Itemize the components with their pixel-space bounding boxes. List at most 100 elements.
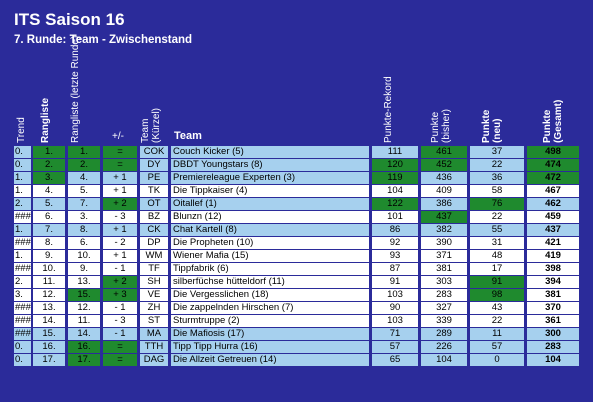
cell-bisher: 386 bbox=[421, 198, 467, 210]
cell-prev: 9. bbox=[68, 263, 100, 275]
cell-delta: + 3 bbox=[103, 289, 137, 301]
cell-delta: = bbox=[103, 354, 137, 366]
cell-neu: 55 bbox=[470, 224, 524, 236]
table-row: 1. 9. 10. + 1 WM Wiener Mafia (15) 93 371 48 419 bbox=[0, 250, 593, 263]
table-row: 1. 4. 5. + 1 TK Die Tippkaiser (4) 104 409 58 467 bbox=[0, 185, 593, 198]
cell-gesamt: 370 bbox=[527, 302, 579, 314]
cell-gesamt: 419 bbox=[527, 250, 579, 262]
cell-prev: 3. bbox=[68, 211, 100, 223]
cell-trend: 1. bbox=[14, 185, 31, 197]
cell-team: Sturmtruppe (2) bbox=[171, 315, 369, 327]
header-gesamt: Punkte (Gesamt) bbox=[542, 99, 564, 143]
cell-bisher: 371 bbox=[421, 250, 467, 262]
cell-short: VE bbox=[140, 289, 168, 301]
cell-team: DBDT Youngstars (8) bbox=[171, 159, 369, 171]
page-subtitle: 7. Runde: Team - Zwischenstand bbox=[14, 34, 193, 46]
cell-neu: 76 bbox=[470, 198, 524, 210]
cell-bisher: 283 bbox=[421, 289, 467, 301]
cell-trend: 0. bbox=[14, 146, 31, 158]
cell-delta: - 3 bbox=[103, 315, 137, 327]
cell-trend: 1. bbox=[14, 224, 31, 236]
cell-rekord: 57 bbox=[372, 341, 418, 353]
cell-prev: 14. bbox=[68, 328, 100, 340]
cell-rekord: 111 bbox=[372, 146, 418, 158]
table-row: 1. 3. 4. + 1 PE Premiereleague Experten (3) 11… bbox=[0, 172, 593, 185]
cell-rekord: 93 bbox=[372, 250, 418, 262]
table-row: 2. 11. 13. + 2 SH silberfüchse hütteldorf (11… bbox=[0, 276, 593, 289]
cell-neu: 22 bbox=[470, 159, 524, 171]
cell-delta: + 2 bbox=[103, 198, 137, 210]
cell-bisher: 390 bbox=[421, 237, 467, 249]
cell-rekord: 122 bbox=[372, 198, 418, 210]
cell-rank: 6. bbox=[33, 211, 65, 223]
cell-gesamt: 462 bbox=[527, 198, 579, 210]
cell-rekord: 65 bbox=[372, 354, 418, 366]
cell-rank: 15. bbox=[33, 328, 65, 340]
cell-neu: 11 bbox=[470, 328, 524, 340]
cell-rank: 1. bbox=[33, 146, 65, 158]
cell-short: MA bbox=[140, 328, 168, 340]
cell-team: Blunzn (12) bbox=[171, 211, 369, 223]
cell-short: DP bbox=[140, 237, 168, 249]
header-plusminus: +/- bbox=[112, 131, 124, 142]
cell-neu: 57 bbox=[470, 341, 524, 353]
standings-table: 0. 1. 1. = COK Couch Kicker (5) 111 461 37 498 0. 2… bbox=[0, 146, 593, 367]
cell-bisher: 461 bbox=[421, 146, 467, 158]
cell-rank: 16. bbox=[33, 341, 65, 353]
cell-bisher: 104 bbox=[421, 354, 467, 366]
cell-short: TF bbox=[140, 263, 168, 275]
cell-prev: 4. bbox=[68, 172, 100, 184]
cell-trend: 1. bbox=[14, 250, 31, 262]
cell-bisher: 382 bbox=[421, 224, 467, 236]
cell-delta: + 1 bbox=[103, 172, 137, 184]
cell-prev: 1. bbox=[68, 146, 100, 158]
cell-gesamt: 498 bbox=[527, 146, 579, 158]
cell-trend: 0. bbox=[14, 159, 31, 171]
cell-short: ST bbox=[140, 315, 168, 327]
page-title: ITS Saison 16 bbox=[14, 10, 125, 29]
cell-neu: 31 bbox=[470, 237, 524, 249]
cell-rekord: 103 bbox=[372, 289, 418, 301]
cell-bisher: 226 bbox=[421, 341, 467, 353]
cell-rank: 7. bbox=[33, 224, 65, 236]
cell-bisher: 339 bbox=[421, 315, 467, 327]
cell-prev: 10. bbox=[68, 250, 100, 262]
cell-trend: 2. bbox=[14, 198, 31, 210]
table-row: ### 13. 12. - 1 ZH Die zappelnden Hirschen (7… bbox=[0, 302, 593, 315]
cell-bisher: 436 bbox=[421, 172, 467, 184]
cell-gesamt: 381 bbox=[527, 289, 579, 301]
cell-delta: + 2 bbox=[103, 276, 137, 288]
cell-trend: 0. bbox=[14, 354, 31, 366]
cell-rekord: 90 bbox=[372, 302, 418, 314]
cell-short: TK bbox=[140, 185, 168, 197]
cell-gesamt: 437 bbox=[527, 224, 579, 236]
cell-trend: ### bbox=[14, 263, 31, 275]
cell-prev: 2. bbox=[68, 159, 100, 171]
cell-neu: 37 bbox=[470, 146, 524, 158]
cell-rekord: 103 bbox=[372, 315, 418, 327]
cell-bisher: 381 bbox=[421, 263, 467, 275]
cell-prev: 13. bbox=[68, 276, 100, 288]
cell-team: Die Vergesslichen (18) bbox=[171, 289, 369, 301]
table-row: ### 8. 6. - 2 DP Die Propheten (10) 92 390 31 421 bbox=[0, 237, 593, 250]
table-row: ### 14. 11. - 3 ST Sturmtruppe (2) 103 339 22 361 bbox=[0, 315, 593, 328]
cell-team: Die Mafiosis (17) bbox=[171, 328, 369, 340]
cell-rekord: 92 bbox=[372, 237, 418, 249]
cell-rank: 4. bbox=[33, 185, 65, 197]
cell-delta: + 1 bbox=[103, 250, 137, 262]
cell-team: Premiereleague Experten (3) bbox=[171, 172, 369, 184]
cell-delta: + 1 bbox=[103, 224, 137, 236]
cell-short: CK bbox=[140, 224, 168, 236]
table-row: 2. 5. 7. + 2 OT Oitallef (1) 122 386 76 462 bbox=[0, 198, 593, 211]
cell-rank: 17. bbox=[33, 354, 65, 366]
cell-neu: 58 bbox=[470, 185, 524, 197]
cell-delta: - 2 bbox=[103, 237, 137, 249]
cell-gesamt: 474 bbox=[527, 159, 579, 171]
cell-gesamt: 472 bbox=[527, 172, 579, 184]
cell-bisher: 437 bbox=[421, 211, 467, 223]
cell-rekord: 104 bbox=[372, 185, 418, 197]
cell-gesamt: 421 bbox=[527, 237, 579, 249]
cell-team: Die Propheten (10) bbox=[171, 237, 369, 249]
cell-delta: = bbox=[103, 341, 137, 353]
cell-rank: 2. bbox=[33, 159, 65, 171]
